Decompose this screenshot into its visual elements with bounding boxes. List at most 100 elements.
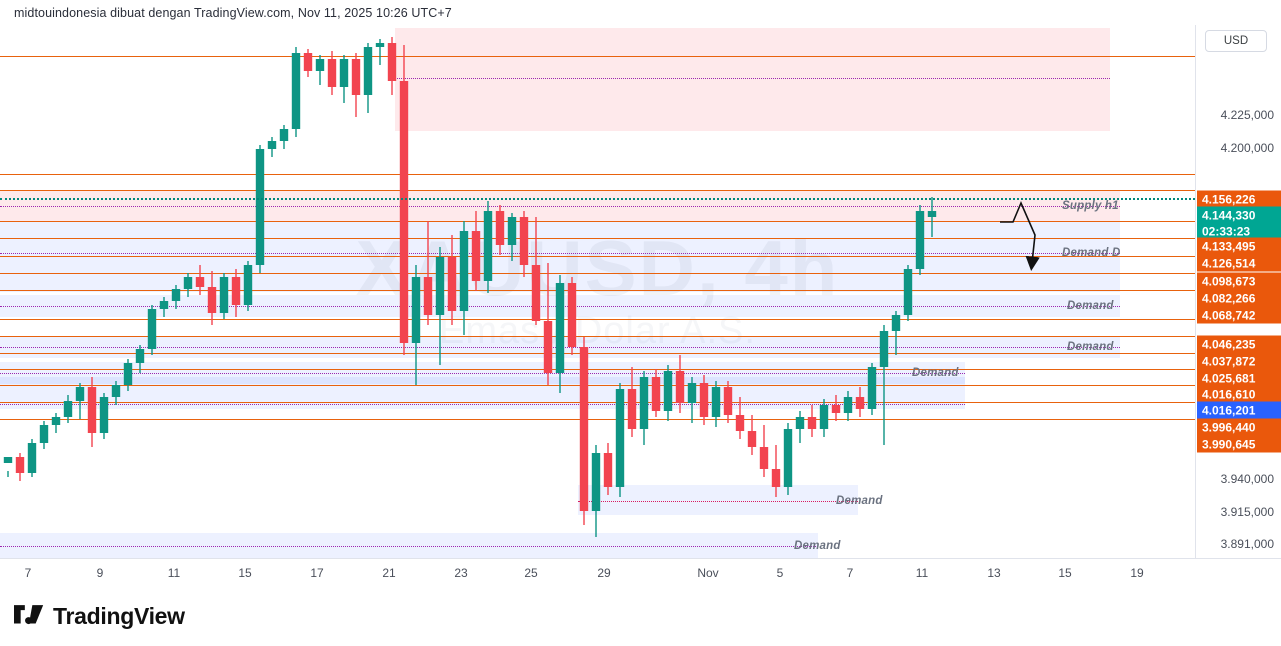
candle xyxy=(459,221,469,335)
candle xyxy=(183,273,193,297)
price-level-badge[interactable]: 4.082,266 xyxy=(1197,289,1281,307)
candle xyxy=(855,387,865,417)
level-3990645[interactable] xyxy=(0,419,1195,420)
candle xyxy=(927,197,937,237)
candle xyxy=(819,399,829,437)
candle xyxy=(831,395,841,421)
level-4016201[interactable] xyxy=(0,385,1195,386)
currency-badge[interactable]: USD xyxy=(1205,30,1267,52)
price-level-badge[interactable]: 4.126,514 xyxy=(1197,254,1281,272)
level-4025681[interactable] xyxy=(0,353,1195,354)
demand-zone-d-midline xyxy=(0,253,1120,254)
candle xyxy=(795,411,805,443)
candle xyxy=(159,297,169,317)
candle xyxy=(303,49,313,77)
level-4156226[interactable] xyxy=(0,56,1195,57)
candle xyxy=(495,205,505,255)
level-4037872[interactable] xyxy=(0,336,1195,337)
candle xyxy=(207,271,217,325)
candle xyxy=(507,213,517,261)
price-level-badge[interactable]: 3.996,440 xyxy=(1197,418,1281,436)
price-badge-value: 4.016,201 xyxy=(1202,403,1256,417)
price-level-badge[interactable]: 4.133,495 xyxy=(1197,237,1281,255)
price-tick: 3.915,000 xyxy=(1220,505,1274,519)
candle xyxy=(603,443,613,495)
time-tick: 15 xyxy=(238,566,252,580)
supply-zone-top[interactable] xyxy=(395,28,1110,131)
candle xyxy=(783,423,793,495)
price-level-badge[interactable]: 4.037,872 xyxy=(1197,352,1281,370)
supply-zone-top-midline xyxy=(395,78,1110,79)
time-tick: 7 xyxy=(846,566,854,580)
candle xyxy=(87,377,97,447)
level-supply-top[interactable] xyxy=(0,174,1195,175)
price-level-badge[interactable]: 4.016,201 xyxy=(1197,401,1281,419)
candle xyxy=(723,381,733,423)
candle xyxy=(99,393,109,439)
candle xyxy=(543,263,553,385)
demand-zone-5[interactable] xyxy=(0,362,965,384)
candle xyxy=(627,367,637,437)
time-tick: Nov xyxy=(697,566,719,580)
price-level-badge[interactable]: 4.098,673 xyxy=(1197,272,1281,290)
demand-zone-6[interactable] xyxy=(0,377,965,409)
demand-zone-7[interactable] xyxy=(578,485,858,515)
candle xyxy=(387,37,397,95)
current-price-line xyxy=(0,198,1195,200)
candle xyxy=(363,43,373,113)
candle xyxy=(231,269,241,317)
price-level-badge[interactable]: 3.990,645 xyxy=(1197,435,1281,453)
candle xyxy=(591,445,601,537)
demand-zone-4-label: Demand xyxy=(1067,341,1114,353)
candle xyxy=(51,413,61,433)
level-4156226b[interactable] xyxy=(0,190,1195,191)
level-4046235[interactable] xyxy=(0,319,1195,320)
level-4126514[interactable] xyxy=(0,238,1195,239)
price-badge-value: 4.144,330 xyxy=(1202,208,1256,222)
demand-zone-6-midline xyxy=(0,404,965,405)
demand-zone-8[interactable] xyxy=(0,533,818,558)
level-4082266[interactable] xyxy=(0,273,1195,274)
chart-plot-area[interactable]: XAUUSD, 4h Emas / Dolar A.S. Supply h1 De… xyxy=(0,25,1195,558)
level-4068742[interactable] xyxy=(0,290,1195,291)
price-badge-value: 4.133,495 xyxy=(1202,239,1256,253)
price-badge-value: 4.156,226 xyxy=(1202,192,1256,206)
level-4098673[interactable] xyxy=(0,256,1195,257)
price-level-badge[interactable]: 4.068,742 xyxy=(1197,306,1281,324)
candle xyxy=(531,217,541,325)
price-level-badge[interactable]: 4.025,681 xyxy=(1197,369,1281,387)
candle xyxy=(27,439,37,477)
price-scale[interactable]: USD 4.225,000 4.200,000 3.940,000 3.915,000… xyxy=(1195,25,1281,582)
candle xyxy=(315,55,325,85)
candle xyxy=(195,265,205,295)
price-level-badge[interactable]: 4.156,226 xyxy=(1197,190,1281,208)
price-badge-value: 4.025,681 xyxy=(1202,371,1256,385)
current-price-badge[interactable]: 4.144,330 02:33:23 xyxy=(1197,206,1281,240)
time-scale[interactable]: 7 9 11 15 17 21 23 25 29 Nov 5 7 11 13 15 19 xyxy=(0,558,1281,586)
level-4016610[interactable] xyxy=(0,369,1195,370)
demand-zone-8-label: Demand xyxy=(794,540,841,552)
level-3996440[interactable] xyxy=(0,402,1195,403)
price-level-badge[interactable]: 4.046,235 xyxy=(1197,335,1281,353)
candle xyxy=(687,377,697,423)
level-4133495[interactable] xyxy=(0,221,1195,222)
time-tick: 25 xyxy=(524,566,538,580)
candle xyxy=(651,369,661,417)
candle xyxy=(615,383,625,497)
tradingview-logo-icon xyxy=(14,605,44,625)
candle xyxy=(579,337,589,525)
time-tick: 9 xyxy=(96,566,104,580)
demand-zone-5-label: Demand xyxy=(912,367,959,379)
tradingview-brand-name: TradingView xyxy=(53,602,185,629)
candle xyxy=(63,395,73,423)
candle xyxy=(267,137,277,157)
candle xyxy=(447,235,457,325)
candle xyxy=(483,201,493,293)
candle xyxy=(903,265,913,321)
candle xyxy=(435,247,445,365)
candle xyxy=(3,457,13,477)
price-badge-value: 3.990,645 xyxy=(1202,437,1256,451)
price-level-badge[interactable]: 4.016,610 xyxy=(1197,385,1281,403)
price-tick: 4.225,000 xyxy=(1220,108,1274,122)
